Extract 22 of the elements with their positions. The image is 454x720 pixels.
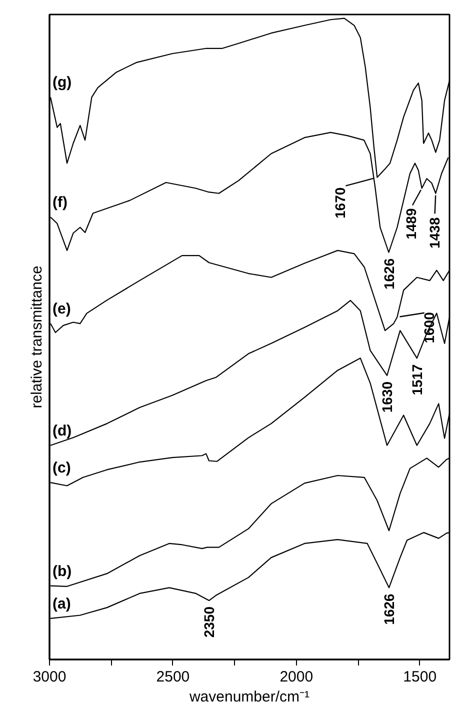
annotation: 1489	[402, 208, 419, 240]
annotation: 1517	[408, 364, 425, 396]
annotation: 1670	[332, 187, 348, 218]
annotation: 1600	[421, 312, 438, 344]
annotation: 1630	[379, 381, 396, 413]
x-tick-label: 3000	[32, 668, 66, 686]
series-label: (e)	[52, 300, 71, 318]
annotation: 1438	[426, 217, 443, 249]
series-label: (c)	[52, 460, 71, 477]
annotation: 1626	[380, 258, 397, 290]
series-label: (g)	[52, 74, 72, 92]
y-axis-title: relative transmittance	[28, 266, 46, 408]
series-label: (a)	[52, 595, 71, 612]
series-label: (d)	[52, 422, 72, 440]
x-tick-label: 2500	[156, 668, 190, 686]
x-tick-label: 1500	[403, 668, 437, 686]
series-label: (b)	[52, 562, 72, 580]
x-tick-label: 2000	[280, 668, 314, 686]
annotation: 2350	[201, 606, 218, 638]
x-axis-title: wavenumber/cm⁻¹	[188, 688, 310, 706]
annotation: 1626	[381, 593, 398, 625]
series-label: (f)	[52, 194, 68, 212]
